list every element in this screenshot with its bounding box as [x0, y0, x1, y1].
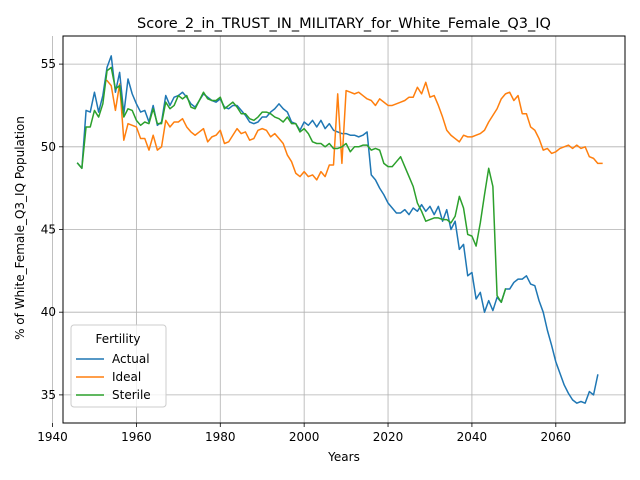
y-tick-label: 50: [41, 140, 56, 154]
legend-label: Sterile: [112, 388, 151, 402]
y-axis-label: % of White_Female_Q3_IQ Population: [13, 116, 27, 340]
axis-ticks: 1940 1960 1980 2000 2020 2040 2060 35 40 45 50 55: [37, 57, 571, 444]
y-tick-label: 45: [41, 223, 56, 237]
x-tick-label: 2000: [289, 430, 320, 444]
series-line-ideal: [105, 79, 603, 181]
legend: Fertility Actual Ideal Sterile: [70, 324, 167, 408]
legend-title: Fertility: [95, 332, 140, 346]
x-tick-label: 1960: [121, 430, 152, 444]
legend-box: [70, 324, 167, 408]
x-tick-label: 2060: [541, 430, 572, 444]
y-tick-label: 55: [41, 57, 56, 71]
series-lines: [76, 55, 603, 404]
x-axis-label: Years: [327, 450, 360, 464]
x-tick-label: 2020: [373, 430, 404, 444]
legend-item-ideal: Ideal: [76, 370, 141, 384]
y-tick-label: 35: [41, 388, 56, 402]
legend-entries: Actual Ideal Sterile: [76, 352, 151, 402]
series-line-actual: [76, 55, 599, 404]
x-tick-label: 1980: [205, 430, 236, 444]
x-tick-label: 1940: [37, 430, 68, 444]
plot-area: 1940 1960 1980 2000 2020 2040 2060 35 40 45 50 55: [37, 35, 626, 444]
legend-item-sterile: Sterile: [76, 388, 151, 402]
legend-label: Ideal: [112, 370, 141, 384]
legend-label: Actual: [112, 352, 150, 366]
x-tick-label: 2040: [457, 430, 488, 444]
y-tick-label: 40: [41, 305, 56, 319]
chart-title: Score_2_in_TRUST_IN_MILITARY_for_White_F…: [137, 16, 551, 32]
series-line-sterile: [76, 66, 507, 304]
legend-item-actual: Actual: [76, 352, 150, 366]
